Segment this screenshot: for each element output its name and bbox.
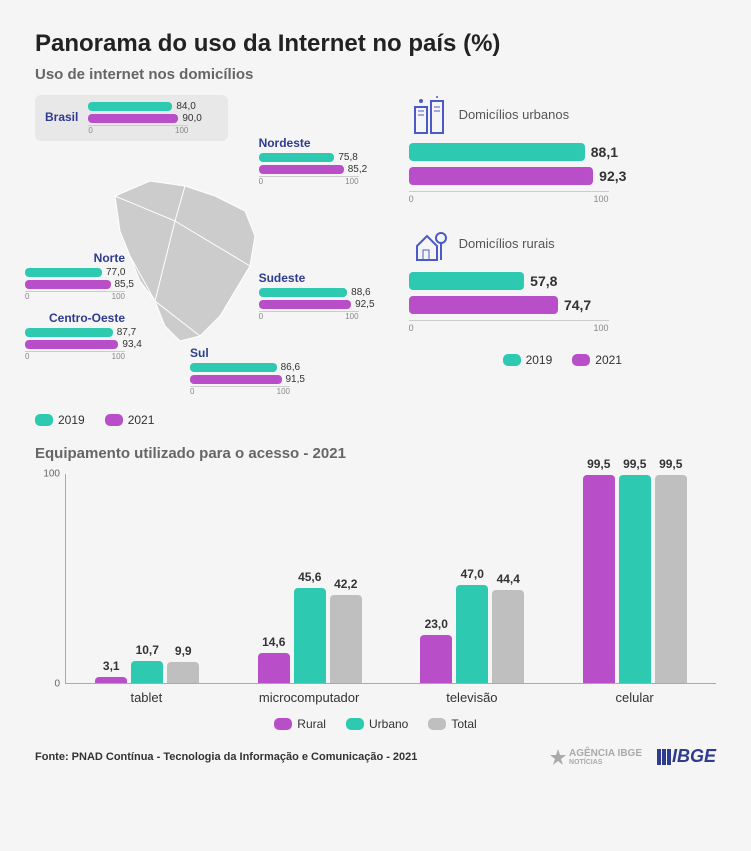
centro-oeste-bar-2019 [25,328,113,337]
nordeste-bar-2019 [259,153,335,162]
rural-icon [409,224,449,264]
year-legend-left: 2019 2021 [35,413,389,427]
vbar-microcomputador-urbano: 45,6 [294,588,326,683]
norte-bar-2019 [25,268,102,277]
rurais-bar-2021 [409,296,558,314]
vbar-tablet-rural: 3,1 [95,677,127,683]
sudeste-bar-2019 [259,288,348,297]
sul-bar-2021 [190,375,282,384]
nordeste-label: Nordeste [259,136,409,150]
brasil-val-2019: 84,0 [176,101,195,112]
legend-swatch-2019 [35,414,53,426]
rurais-bar-2019 [409,272,525,290]
region-centro-oeste: Centro-Oeste 87,7 93,4 0100 [25,311,175,361]
x-label-microcomputador: microcomputador [228,684,391,705]
x-label-tablet: tablet [65,684,228,705]
region-sudeste: Sudeste 88,6 92,5 0100 [259,271,409,321]
region-nordeste: Nordeste 75,8 85,2 0100 [259,136,409,186]
urbanos-title: Domicílios urbanos [459,107,570,123]
bar-group-televisão: 23,047,044,4 [391,474,554,683]
brasil-bar-2021 [88,114,178,123]
vbar-celular-total: 99,5 [655,475,687,683]
agencia-icon [550,749,566,765]
urban-icon [409,95,449,135]
bottom-section: Equipamento utilizado para o acesso - 20… [35,445,716,731]
vbar-celular-urbano: 99,5 [619,475,651,683]
brasil-block: Brasil 84,0 90,0 0100 [35,95,228,141]
urbanos-block: Domicílios urbanos 88,1 92,3 0100 [409,95,716,204]
vbar-televisão-urbano: 47,0 [456,585,488,683]
norte-bar-2021 [25,280,111,289]
sul-bar-2019 [190,363,277,372]
vbar-microcomputador-total: 42,2 [330,595,362,683]
year-legend-right: 2019 2021 [409,353,716,367]
legend-item-rural: Rural [274,717,326,731]
bar-group-microcomputador: 14,645,642,2 [229,474,392,683]
left-column: Brasil 84,0 90,0 0100 Nordeste 75,8 85,2… [35,95,389,427]
centro-oeste-bar-2021 [25,340,118,349]
x-label-celular: celular [553,684,716,705]
urbanos-bar-2019 [409,143,585,161]
bar-group-celular: 99,599,599,5 [554,474,717,683]
vbar-televisão-total: 44,4 [492,590,524,683]
norte-label: Norte [25,251,125,265]
equipment-chart: 100 0 3,110,79,914,645,642,223,047,044,4… [35,474,716,684]
brasil-label: Brasil [45,110,78,124]
brasil-val-2021: 90,0 [182,113,201,124]
legend-swatch-2021 [105,414,123,426]
sul-label: Sul [190,346,340,360]
nordeste-bar-2021 [259,165,344,174]
legend-item-urbano: Urbano [346,717,408,731]
vbar-celular-rural: 99,5 [583,475,615,683]
ibge-logo: IBGE [657,746,716,767]
legend-item-total: Total [428,717,476,731]
source-text: Fonte: PNAD Contínua - Tecnologia da Inf… [35,751,417,763]
urbanos-bar-2021 [409,167,594,185]
bar-group-tablet: 3,1 10,79,9 [66,474,229,683]
bottom-subtitle: Equipamento utilizado para o acesso - 20… [35,445,716,462]
map-area: Nordeste 75,8 85,2 0100 Norte 77,0 85,5 … [35,151,389,401]
top-section: Brasil 84,0 90,0 0100 Nordeste 75,8 85,2… [35,95,716,427]
vbar-tablet-urbano: 10,7 [131,661,163,683]
rurais-block: Domicílios rurais 57,8 74,7 0100 [409,224,716,333]
x-label-televisão: televisão [391,684,554,705]
sudeste-label: Sudeste [259,271,409,285]
rurais-title: Domicílios rurais [459,236,555,252]
footer: Fonte: PNAD Contínua - Tecnologia da Inf… [35,746,716,767]
main-title: Panorama do uso da Internet no país (%) [35,30,716,58]
region-sul: Sul 86,6 91,5 0100 [190,346,340,396]
vbar-tablet-total: 9,9 [167,662,199,683]
centro-oeste-label: Centro-Oeste [25,311,125,325]
sudeste-bar-2021 [259,300,352,309]
agencia-logo: AGÊNCIA IBGENOTÍCIAS [550,748,642,766]
region-norte: Norte 77,0 85,5 0100 [25,251,175,301]
right-column: Domicílios urbanos 88,1 92,3 0100 Domicí… [409,95,716,427]
vbar-televisão-rural: 23,0 [420,635,452,683]
equipment-legend: Rural Urbano Total [35,717,716,731]
top-subtitle: Uso de internet nos domicílios [35,66,716,83]
brasil-bar-2019 [88,102,172,111]
vbar-microcomputador-rural: 14,6 [258,653,290,684]
